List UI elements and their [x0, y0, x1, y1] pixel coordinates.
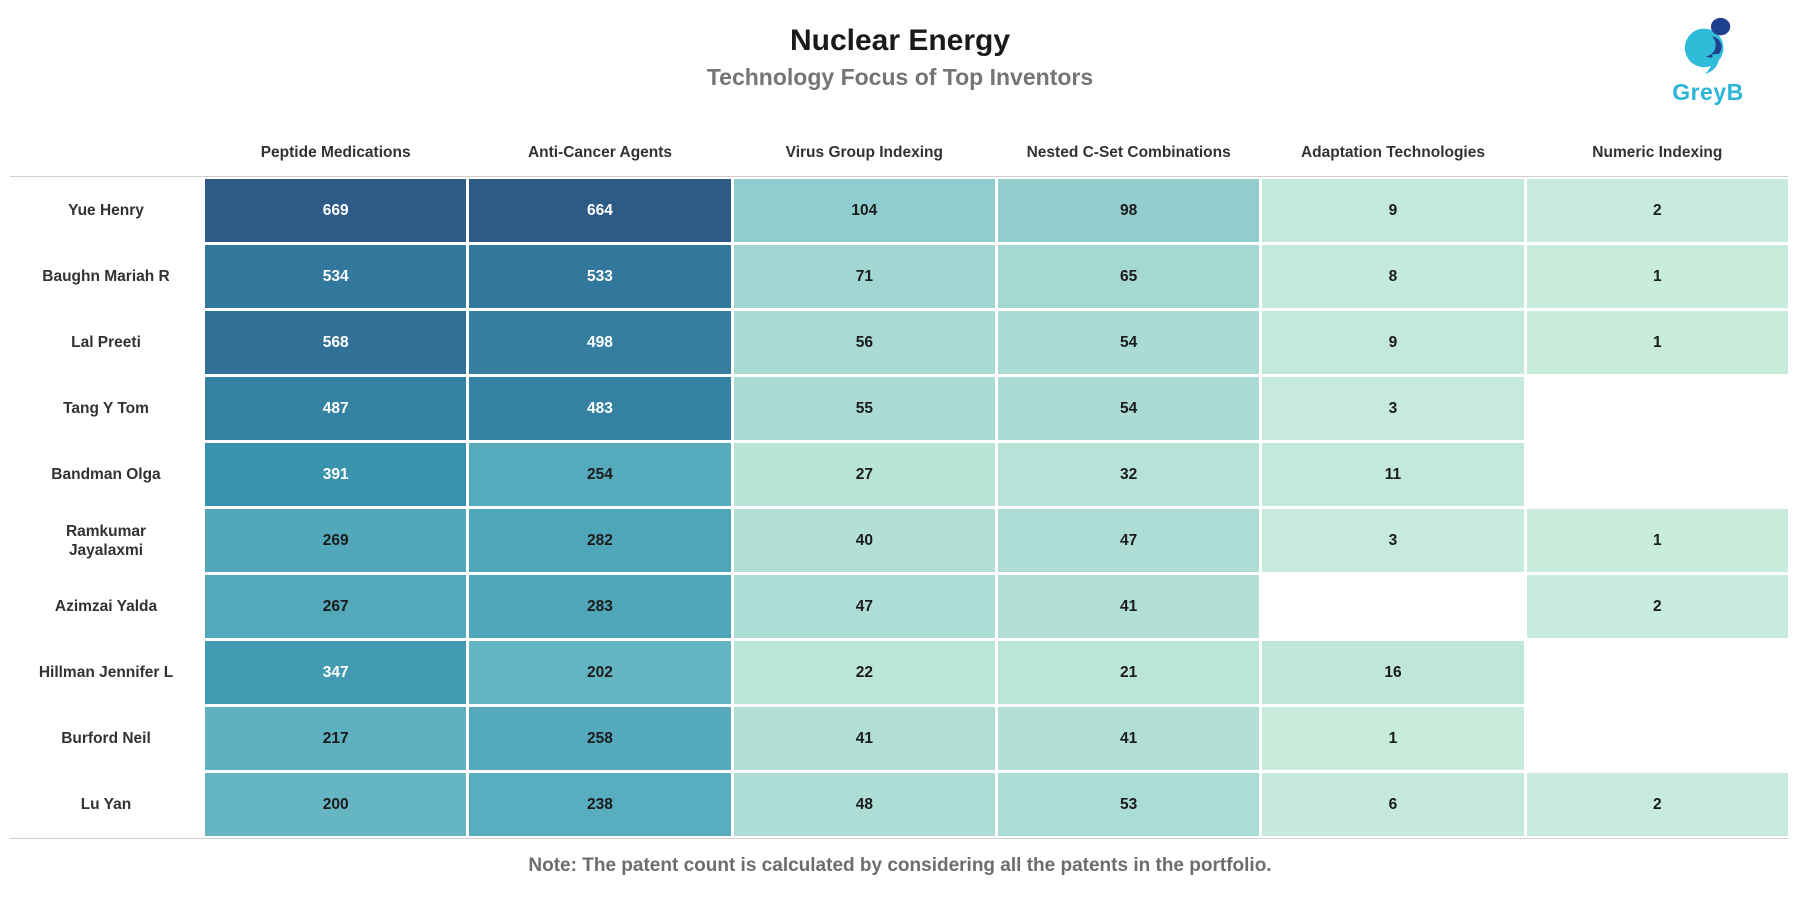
heatmap-cell[interactable]: 483 — [469, 377, 731, 441]
heatmap-cell — [1262, 575, 1524, 639]
row-label: Lal Preeti — [10, 311, 202, 375]
column-header-0: Peptide Medications — [260, 144, 411, 162]
heatmap-cell[interactable]: 487 — [205, 377, 467, 441]
heatmap-cell[interactable]: 98 — [998, 179, 1260, 243]
heatmap-cell[interactable]: 254 — [469, 443, 731, 507]
heatmap-cell[interactable]: 22 — [733, 641, 995, 705]
greyb-logo-icon — [1679, 14, 1737, 81]
heatmap-cell[interactable]: 202 — [469, 641, 731, 705]
heatmap-cell[interactable]: 3 — [1262, 377, 1524, 441]
heatmap-cell[interactable]: 54 — [998, 377, 1260, 441]
heatmap-cell[interactable]: 55 — [733, 377, 995, 441]
heatmap-header-row: Peptide Medications Anti-Cancer Agents Vir… — [10, 118, 1788, 178]
heatmap: Peptide Medications Anti-Cancer Agents Vir… — [10, 118, 1788, 840]
heatmap-cell — [1526, 377, 1788, 441]
row-label: Burford Neil — [10, 707, 202, 771]
column-header-2: Virus Group Indexing — [785, 144, 943, 162]
page-title: Nuclear Energy — [789, 24, 1011, 57]
heatmap-cell[interactable]: 498 — [469, 311, 731, 375]
greyb-logo-text: GreyB — [1672, 79, 1744, 105]
heatmap-cell[interactable]: 568 — [205, 311, 467, 375]
row-label: Baughn Mariah R — [10, 245, 202, 309]
heatmap-cell[interactable]: 269 — [205, 509, 467, 573]
heatmap-cell[interactable]: 1 — [1526, 311, 1788, 375]
heatmap-cell — [1526, 443, 1788, 507]
corner-cell — [10, 118, 202, 176]
footer-note: Note: The patent count is calculated by … — [528, 855, 1272, 877]
heatmap-cell[interactable]: 200 — [205, 773, 467, 837]
heatmap-cell — [1526, 641, 1788, 705]
row-label: Bandman Olga — [10, 443, 202, 507]
heatmap-cell[interactable]: 41 — [998, 575, 1260, 639]
greyb-logo: GreyB — [1660, 14, 1756, 106]
heatmap-cell[interactable]: 2 — [1526, 179, 1788, 243]
heatmap-cell[interactable]: 282 — [469, 509, 731, 573]
heatmap-cell[interactable]: 267 — [205, 575, 467, 639]
heatmap-cell[interactable]: 6 — [1262, 773, 1524, 837]
column-header-3: Nested C-Set Combinations — [1026, 144, 1231, 162]
heatmap-cell[interactable]: 21 — [998, 641, 1260, 705]
heatmap-cell[interactable]: 3 — [1262, 509, 1524, 573]
column-header-5: Numeric Indexing — [1592, 144, 1723, 162]
heatmap-cell[interactable]: 238 — [469, 773, 731, 837]
heatmap-cell[interactable]: 48 — [733, 773, 995, 837]
heatmap-cell[interactable]: 71 — [733, 245, 995, 309]
heatmap-cell[interactable]: 41 — [733, 707, 995, 771]
heatmap-cell[interactable]: 47 — [733, 575, 995, 639]
heatmap-cell — [1526, 707, 1788, 771]
heatmap-cell[interactable]: 391 — [205, 443, 467, 507]
heatmap-cell[interactable]: 347 — [205, 641, 467, 705]
heatmap-cell[interactable]: 9 — [1262, 179, 1524, 243]
heatmap-cell[interactable]: 40 — [733, 509, 995, 573]
heatmap-cell[interactable]: 1 — [1526, 509, 1788, 573]
heatmap-cell[interactable]: 258 — [469, 707, 731, 771]
heatmap-cell[interactable]: 533 — [469, 245, 731, 309]
heatmap-cell[interactable]: 65 — [998, 245, 1260, 309]
heatmap-cell[interactable]: 104 — [733, 179, 995, 243]
heatmap-cell[interactable]: 9 — [1262, 311, 1524, 375]
column-header-1: Anti-Cancer Agents — [527, 144, 673, 162]
heatmap-cell[interactable]: 11 — [1262, 443, 1524, 507]
heatmap-cell[interactable]: 217 — [205, 707, 467, 771]
heatmap-cell[interactable]: 53 — [998, 773, 1260, 837]
column-header-4: Adaptation Technologies — [1300, 144, 1485, 162]
page-subtitle: Technology Focus of Top Inventors — [706, 63, 1094, 90]
heatmap-cell[interactable]: 283 — [469, 575, 731, 639]
heatmap-cell[interactable]: 56 — [733, 311, 995, 375]
heatmap-cell[interactable]: 1 — [1262, 707, 1524, 771]
title-block: Nuclear Energy Technology Focus of Top I… — [0, 0, 1800, 92]
heatmap-cell[interactable]: 8 — [1262, 245, 1524, 309]
heatmap-cell[interactable]: 2 — [1526, 773, 1788, 837]
heatmap-cell[interactable]: 41 — [998, 707, 1260, 771]
heatmap-cell[interactable]: 1 — [1526, 245, 1788, 309]
row-label: Yue Henry — [10, 179, 202, 243]
heatmap-cell[interactable]: 32 — [998, 443, 1260, 507]
heatmap-cell[interactable]: 664 — [469, 179, 731, 243]
heatmap-cell[interactable]: 47 — [998, 509, 1260, 573]
heatmap-cell[interactable]: 669 — [205, 179, 467, 243]
heatmap-cell[interactable]: 2 — [1526, 575, 1788, 639]
row-label: Ramkumar Jayalaxmi — [10, 509, 202, 573]
heatmap-cell[interactable]: 16 — [1262, 641, 1524, 705]
heatmap-grid: Yue Henry 669 664 104 98 9 2 Baughn Mariah R 534… — [10, 177, 1788, 840]
row-label: Lu Yan — [10, 773, 202, 837]
row-label: Azimzai Yalda — [10, 575, 202, 639]
heatmap-cell[interactable]: 54 — [998, 311, 1260, 375]
heatmap-cell[interactable]: 534 — [205, 245, 467, 309]
row-label: Hillman Jennifer L — [10, 641, 202, 705]
heatmap-cell[interactable]: 27 — [733, 443, 995, 507]
row-label: Tang Y Tom — [10, 377, 202, 441]
